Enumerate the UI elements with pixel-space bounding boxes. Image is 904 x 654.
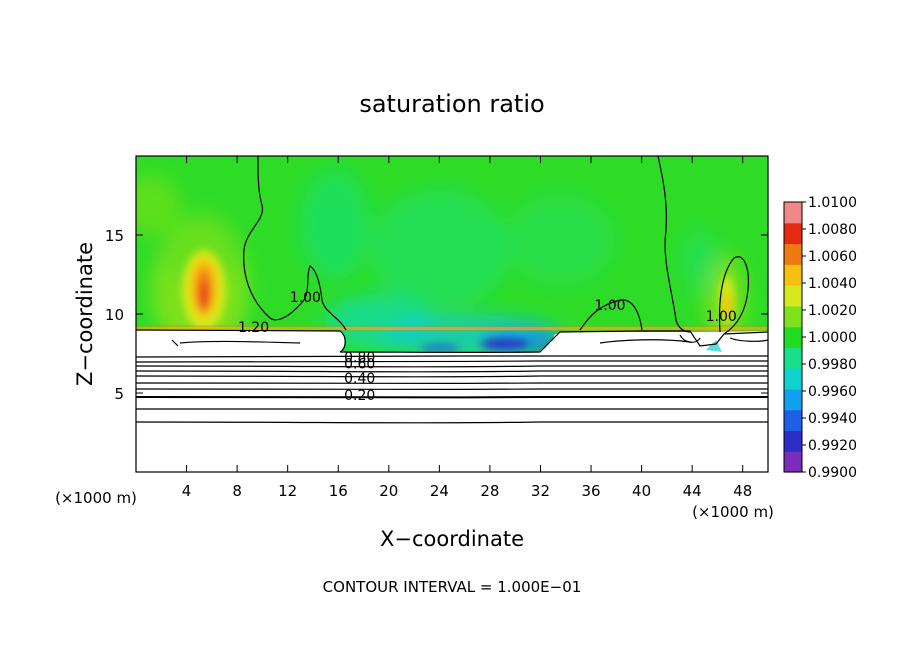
colorbar-tick-label: 1.0060	[808, 249, 857, 265]
colorbar-swatch	[784, 451, 802, 473]
colorbar-swatch	[784, 285, 802, 307]
x-axis-label: X−coordinate	[380, 527, 524, 551]
x-tick-label: 4	[182, 482, 192, 500]
colorbar-swatch	[784, 326, 802, 348]
x-axis: 4 8 12 16 20 24 28 32 36 40 44 48	[182, 156, 752, 500]
saturation-field	[136, 156, 768, 352]
y-tick-label: 10	[105, 306, 124, 324]
y-tick-label: 15	[105, 227, 124, 245]
z-axis-units: (×1000 m)	[55, 489, 137, 507]
colorbar-swatch	[784, 222, 802, 245]
colorbar-swatch	[784, 202, 802, 224]
contour-label: 0.20	[344, 388, 375, 404]
contour-label: 0.40	[344, 371, 375, 387]
contour-label: 1.20	[238, 320, 269, 336]
contour-label: 0.80	[344, 350, 375, 366]
chart-title: saturation ratio	[359, 90, 544, 118]
x-axis-units: (×1000 m)	[692, 503, 774, 521]
plot-area: 1.20 1.00 1.00 1.00 0.800.600.400.20	[136, 156, 768, 472]
colorbar-tick-label: 1.0100	[808, 195, 857, 211]
colorbar-tick-label: 0.9940	[808, 411, 857, 427]
colorbar: 1.0100 1.0080 1.0060 1.0040 1.0020 1.0000 0.99…	[783, 195, 857, 481]
colorbar-swatch	[784, 347, 802, 369]
x-tick-label: 28	[480, 482, 499, 500]
y-tick-label: 5	[114, 385, 124, 403]
x-tick-label: 24	[430, 482, 449, 500]
x-tick-label: 32	[531, 482, 550, 500]
x-tick-label: 12	[278, 482, 297, 500]
colorbar-swatch	[784, 430, 802, 452]
contour-labels: 1.20 1.00 1.00 1.00 0.800.600.400.20	[238, 290, 737, 404]
y-axis-label: Z−coordinate	[73, 242, 97, 386]
colorbar-tick-label: 1.0040	[808, 276, 857, 292]
x-tick-label: 8	[232, 482, 242, 500]
colorbar-tick-label: 1.0080	[808, 222, 857, 238]
x-tick-label: 16	[329, 482, 348, 500]
x-tick-label: 36	[581, 482, 600, 500]
colorbar-swatch	[784, 409, 802, 432]
colorbar-swatch	[784, 243, 802, 265]
colorbar-swatch	[784, 368, 802, 390]
colorbar-swatch	[784, 264, 802, 286]
colorbar-tick-label: 0.9960	[808, 384, 857, 400]
colorbar-tick-label: 1.0000	[808, 330, 857, 346]
contour-label: 0.60	[344, 357, 375, 373]
x-tick-label: 40	[632, 482, 651, 500]
colorbar-tick-label: 0.9980	[808, 357, 857, 373]
contour-label: 1.00	[594, 298, 625, 314]
colorbar-tick-label: 0.9900	[808, 465, 857, 481]
x-tick-label: 48	[733, 482, 752, 500]
colorbar-swatch	[784, 388, 802, 411]
x-tick-label: 44	[683, 482, 702, 500]
colorbar-swatch	[784, 305, 802, 328]
colorbar-tick-label: 1.0020	[808, 303, 857, 319]
contour-label: 1.00	[290, 290, 321, 306]
x-tick-label: 20	[379, 482, 398, 500]
contour-lines	[136, 156, 768, 424]
colorbar-tick-label: 0.9920	[808, 438, 857, 454]
y-axis: 5 10 15	[105, 227, 768, 403]
contour-interval-note: CONTOUR INTERVAL = 1.000E−01	[323, 578, 582, 596]
contour-label: 1.00	[706, 309, 737, 325]
